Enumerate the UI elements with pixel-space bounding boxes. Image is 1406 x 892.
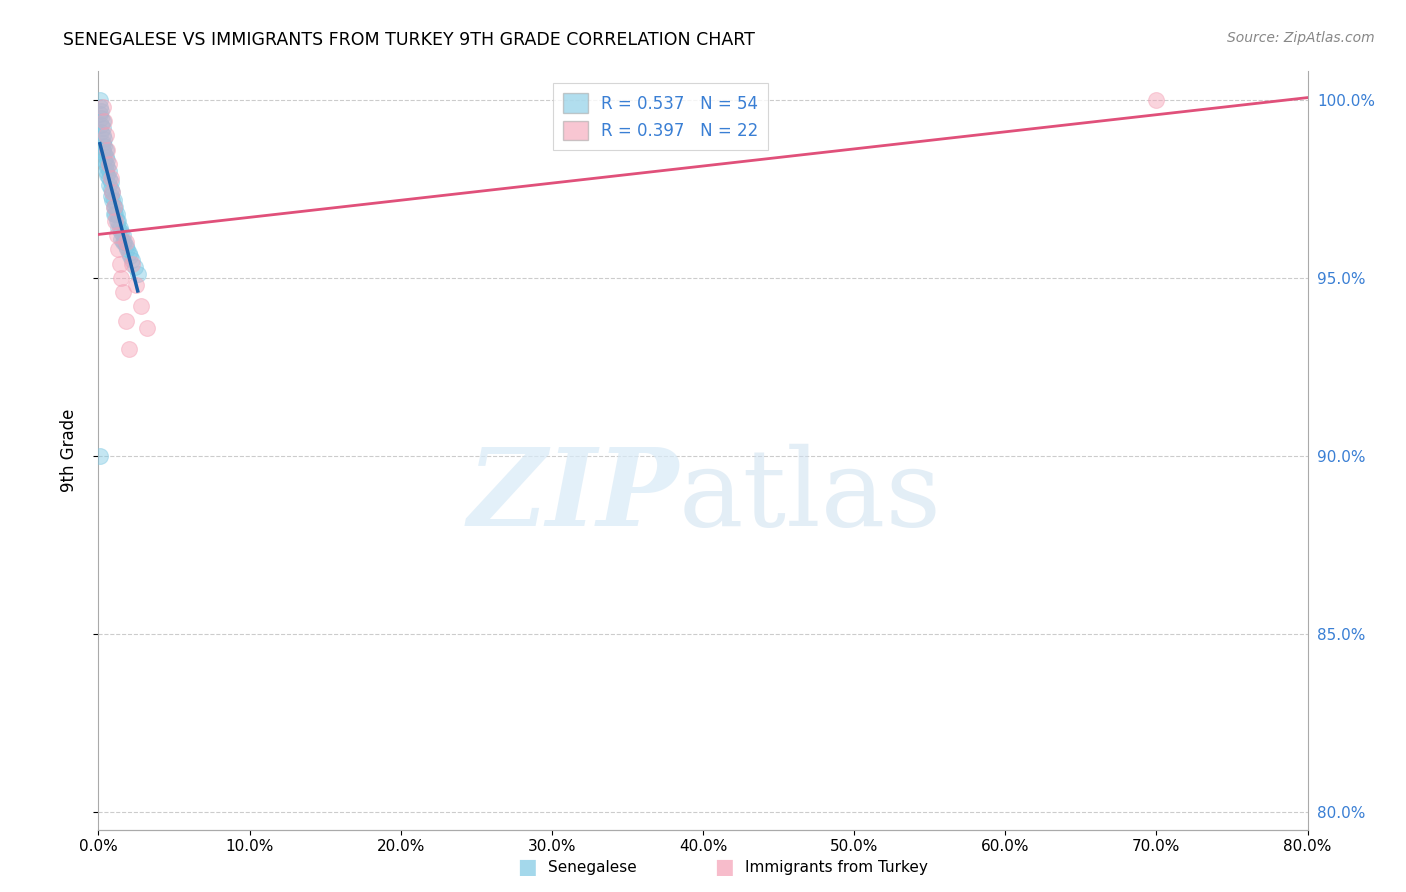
Point [104,200,127,214]
Point [118,342,141,356]
Text: ZIP: ZIP [467,443,679,549]
Point [111,235,134,250]
Point [110,232,132,246]
Point [103,207,125,221]
Point [91,100,114,114]
Point [90,103,112,118]
Text: Immigrants from Turkey: Immigrants from Turkey [745,860,928,874]
Point [93,153,115,168]
Point [96,153,118,168]
Text: SENEGALESE VS IMMIGRANTS FROM TURKEY 9TH GRADE CORRELATION CHART: SENEGALESE VS IMMIGRANTS FROM TURKEY 9TH… [63,31,755,49]
Point [90,118,112,132]
Point [118,246,141,260]
Point [124,260,146,274]
Point [100,189,122,203]
Point [98,157,121,171]
Point [103,200,125,214]
Point [89,100,111,114]
Point [114,239,136,253]
Point [89,93,111,107]
Point [107,221,129,235]
Point [104,214,127,228]
Point [121,256,143,270]
Point [100,171,122,186]
Point [98,178,121,193]
Point [91,121,114,136]
Point [127,267,149,281]
Point [105,214,128,228]
Point [101,193,124,207]
Point [96,168,118,182]
Point [91,128,114,143]
Point [110,270,132,285]
Point [96,161,118,175]
Point [115,243,138,257]
Point [103,193,125,207]
Point [100,175,122,189]
Point [105,207,128,221]
Text: Senegalese: Senegalese [548,860,637,874]
Point [93,139,115,153]
Point [125,277,148,292]
Point [107,214,129,228]
Text: ■: ■ [517,857,537,877]
Point [103,200,125,214]
Point [94,143,117,157]
Point [101,186,124,200]
Point [101,186,124,200]
Legend: R = 0.537   N = 54, R = 0.397   N = 22: R = 0.537 N = 54, R = 0.397 N = 22 [553,84,769,151]
Text: Source: ZipAtlas.com: Source: ZipAtlas.com [1227,31,1375,45]
Point [129,299,152,313]
Point [94,164,117,178]
Point [110,225,132,239]
Point [112,235,135,250]
Point [94,128,117,143]
Point [114,313,136,327]
Point [91,143,114,157]
Point [107,243,129,257]
Point [93,146,115,161]
Text: atlas: atlas [679,443,942,549]
Point [108,256,131,270]
Point [1144,93,1167,107]
Point [98,171,121,186]
Point [111,228,134,243]
Point [89,449,111,463]
Point [91,114,114,128]
Point [108,221,131,235]
Text: ■: ■ [714,857,734,877]
Point [94,150,117,164]
Point [96,143,118,157]
Point [93,132,115,146]
Point [111,285,134,299]
Point [94,157,117,171]
Point [114,235,136,250]
Point [104,207,127,221]
Point [90,125,112,139]
Point [100,182,122,196]
Point [135,320,157,334]
Point [120,250,142,264]
Point [90,111,112,125]
Point [105,228,128,243]
Y-axis label: 9th Grade: 9th Grade [59,409,77,492]
Point [93,114,115,128]
Point [91,136,114,150]
Point [89,107,111,121]
Point [98,164,121,178]
Point [121,253,143,268]
